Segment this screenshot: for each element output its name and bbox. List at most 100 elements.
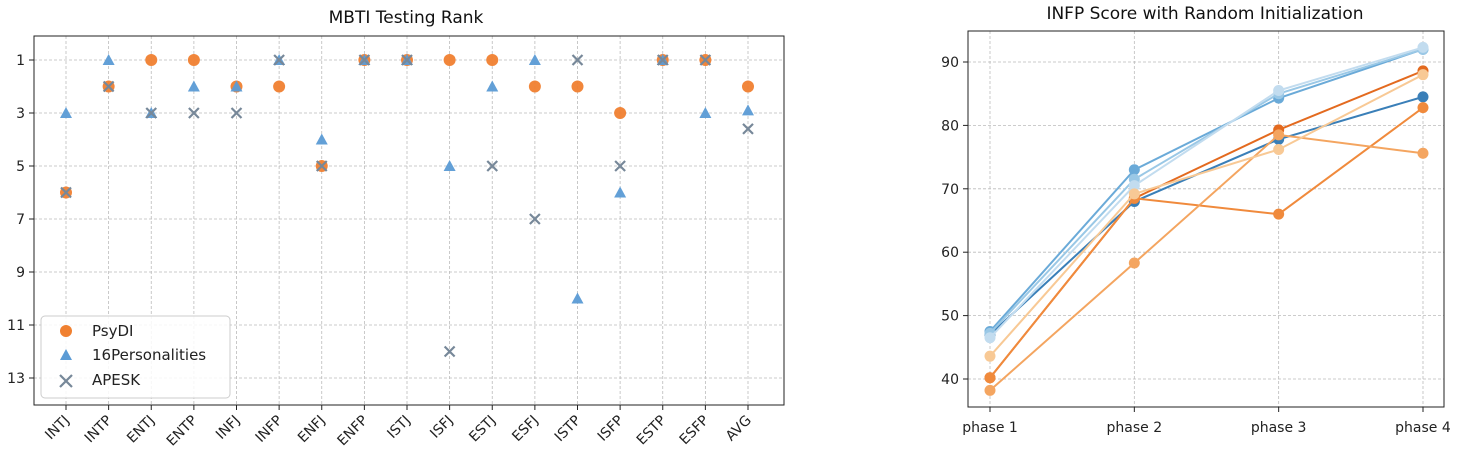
x-tick-label: ENFJ <box>295 413 329 447</box>
series-line-8 <box>984 69 1429 362</box>
y-tick-label: 60 <box>941 245 959 261</box>
series-point <box>1417 69 1429 81</box>
point-psydi <box>528 80 541 93</box>
series-line-7 <box>984 129 1429 396</box>
series-point <box>1417 91 1429 103</box>
point-apesk <box>315 160 328 172</box>
point-apesk <box>699 54 712 66</box>
point-psydi <box>486 54 499 66</box>
point-apesk <box>188 107 200 119</box>
point-apesk <box>358 54 371 66</box>
y-tick-label: 90 <box>941 55 959 71</box>
grid <box>968 31 1444 407</box>
x-tick-label: INFP <box>253 413 286 446</box>
point-apesk <box>273 54 285 66</box>
y-tick-label: 50 <box>941 309 959 325</box>
x-tick-label: ISFP <box>595 413 627 445</box>
y-tick-label: 1 <box>16 53 25 69</box>
point-16personalities <box>443 160 456 171</box>
point-16personalities <box>315 133 328 145</box>
x-tick-label: ENTJ <box>124 413 158 447</box>
series-point <box>1417 147 1429 159</box>
y-tick-label: 40 <box>941 372 959 388</box>
point-psydi <box>273 80 286 93</box>
y-tick-label: 9 <box>16 265 25 281</box>
legend-marker-16personalities <box>60 349 72 360</box>
legend: PsyDI 16Personalities APESK <box>40 315 231 399</box>
point-16personalities <box>571 292 584 304</box>
series-path <box>989 106 1424 379</box>
x-tick-label: ESTJ <box>466 413 499 446</box>
series-point <box>1128 257 1140 269</box>
series-point <box>1273 208 1285 220</box>
x-tick-label: ISFJ <box>427 413 456 442</box>
point-apesk <box>614 160 626 172</box>
legend-marker-apesk <box>59 374 73 388</box>
legend-label-16personalities: 16Personalities <box>92 346 206 364</box>
plot-frame <box>33 35 785 406</box>
x-tick-label: INFJ <box>213 413 243 443</box>
plot-frame <box>967 30 1445 408</box>
point-apesk <box>742 123 754 135</box>
legend-box <box>40 315 231 399</box>
series-point <box>1128 180 1140 192</box>
series-point <box>1417 102 1429 114</box>
series-line-2 <box>984 43 1429 337</box>
y-tick-label: 7 <box>16 212 25 228</box>
point-apesk <box>656 54 669 66</box>
series-point <box>1273 129 1285 141</box>
point-psydi <box>145 54 158 66</box>
legend-label-apesk: APESK <box>92 371 141 389</box>
point-16personalities <box>102 54 115 65</box>
series-path <box>989 48 1424 333</box>
series-point <box>1273 85 1285 97</box>
point-apesk <box>145 107 158 119</box>
chart-title: INFP Score with Random Initialization <box>1046 4 1363 24</box>
series-line-4 <box>984 41 1429 344</box>
point-apesk <box>401 54 413 66</box>
point-16personalities <box>528 54 541 65</box>
y-tick-label: 13 <box>7 371 25 387</box>
series-point <box>1128 188 1140 200</box>
y-tick-labels: 40 50 60 70 80 90 <box>941 55 968 388</box>
point-16personalities <box>486 80 499 92</box>
series-point <box>984 372 996 384</box>
x-tick-label: phase 3 <box>1251 420 1307 436</box>
series-point <box>1128 164 1140 176</box>
point-apesk <box>102 80 115 93</box>
point-psydi <box>443 54 456 66</box>
point-16personalities <box>187 80 200 92</box>
x-tick-label: ENFP <box>335 413 372 450</box>
x-tick-label: ISTP <box>552 413 585 446</box>
series-path <box>989 73 1424 357</box>
series-point <box>984 384 996 396</box>
x-tick-label: phase 2 <box>1107 420 1163 436</box>
x-tick-labels: phase 1 phase 2 phase 3 phase 4 <box>962 407 1451 436</box>
x-tick-label: AVG <box>723 413 755 445</box>
x-tick-label: ISTJ <box>384 413 413 442</box>
point-16personalities <box>614 186 627 198</box>
y-tick-label: 70 <box>941 182 959 198</box>
series-line-3 <box>984 43 1429 339</box>
x-tick-labels: INTJ INTP ENTJ ENTP INFJ INFP ENFJ ENFP ISTJ ISFJ… <box>42 405 755 450</box>
x-tick-label: ESTP <box>634 413 670 449</box>
infp-score-chart: INFP Score with Random Initialization 40… <box>941 4 1451 436</box>
series-path <box>989 133 1424 392</box>
data-lines <box>984 41 1429 396</box>
y-tick-label: 5 <box>16 159 25 175</box>
point-psydi <box>187 54 200 66</box>
point-psydi <box>742 80 754 93</box>
point-16personalities <box>699 107 712 118</box>
point-psydi <box>571 80 584 93</box>
y-tick-label: 80 <box>941 118 959 134</box>
series-point <box>1417 41 1429 53</box>
data-marks <box>60 54 754 358</box>
point-16personalities <box>60 107 72 118</box>
point-psydi <box>614 107 627 119</box>
x-tick-label: phase 1 <box>962 420 1018 436</box>
y-tick-label: 3 <box>16 106 25 122</box>
series-point <box>1273 143 1285 155</box>
y-tick-label: 11 <box>7 318 25 334</box>
chart-title: MBTI Testing Rank <box>329 8 484 28</box>
